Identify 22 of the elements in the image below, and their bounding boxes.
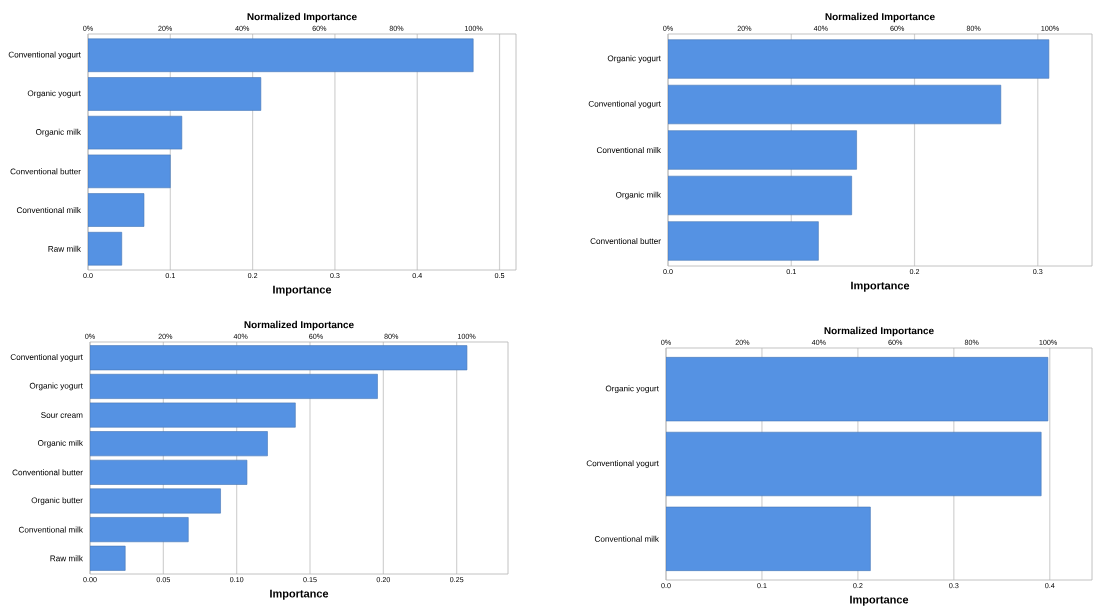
- bar: [666, 506, 871, 571]
- bar: [666, 431, 1042, 497]
- bar: [88, 115, 183, 150]
- bar: [668, 130, 857, 170]
- bar: [668, 84, 1002, 125]
- bar: [88, 154, 171, 189]
- bar: [90, 373, 378, 399]
- bar: [90, 545, 126, 571]
- bar: [90, 402, 296, 428]
- bar: [90, 345, 467, 370]
- bar: [668, 175, 852, 216]
- bar: [90, 459, 248, 485]
- bar: [90, 431, 268, 457]
- bar: [88, 38, 474, 72]
- bar: [90, 488, 221, 514]
- bar: [88, 77, 262, 111]
- bar: [668, 221, 819, 261]
- bar: [88, 231, 123, 266]
- bar: [90, 517, 189, 543]
- bar: [666, 357, 1049, 422]
- bar: [668, 39, 1050, 79]
- bar: [88, 193, 145, 227]
